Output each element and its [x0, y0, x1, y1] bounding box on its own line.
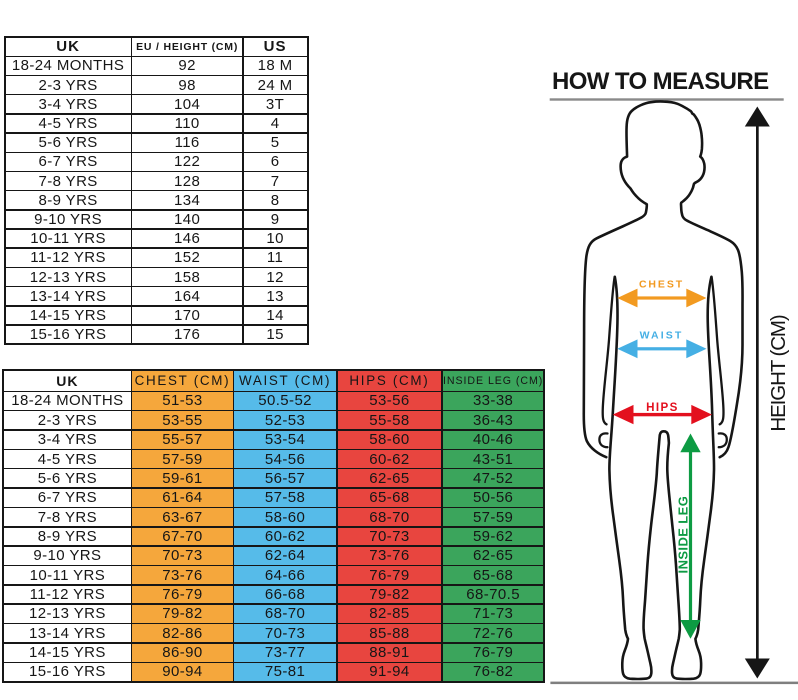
svg-text:HIPS: HIPS — [646, 401, 679, 414]
svg-text:INSIDE LEG: INSIDE LEG — [676, 496, 691, 574]
svg-text:CHEST: CHEST — [639, 279, 684, 291]
svg-text:WAIST: WAIST — [640, 330, 684, 342]
svg-text:HEIGHT (CM): HEIGHT (CM) — [767, 315, 790, 431]
